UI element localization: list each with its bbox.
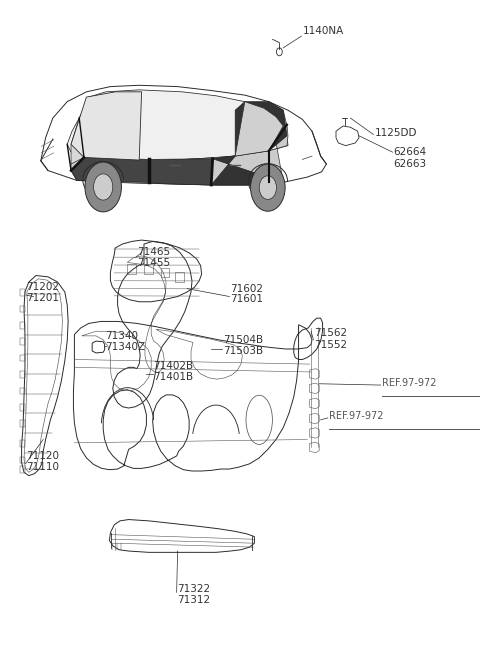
Bar bbox=[20, 466, 25, 473]
Text: 71312: 71312 bbox=[178, 595, 211, 605]
Text: 71322: 71322 bbox=[178, 584, 211, 594]
Text: 71465: 71465 bbox=[137, 247, 170, 257]
Text: REF.97-972: REF.97-972 bbox=[382, 379, 436, 388]
Polygon shape bbox=[235, 102, 283, 156]
Bar bbox=[161, 268, 169, 277]
Text: 71503B: 71503B bbox=[223, 346, 264, 356]
Bar bbox=[175, 272, 184, 282]
Circle shape bbox=[259, 176, 276, 199]
Polygon shape bbox=[71, 157, 149, 182]
Text: 71455: 71455 bbox=[137, 258, 170, 268]
Text: 62663: 62663 bbox=[394, 159, 427, 169]
Bar bbox=[20, 306, 25, 312]
Text: 71562: 71562 bbox=[314, 329, 348, 338]
Polygon shape bbox=[211, 102, 287, 185]
Text: 71120: 71120 bbox=[26, 451, 60, 461]
Text: 71504B: 71504B bbox=[223, 335, 264, 345]
Text: 62664: 62664 bbox=[394, 148, 427, 157]
Bar bbox=[20, 371, 25, 378]
Bar bbox=[127, 264, 136, 274]
Circle shape bbox=[251, 164, 285, 211]
Text: 71201: 71201 bbox=[26, 293, 60, 303]
Text: 71202: 71202 bbox=[26, 282, 60, 292]
Text: 71602: 71602 bbox=[230, 284, 264, 294]
Text: 71340Z: 71340Z bbox=[106, 342, 146, 352]
Text: 71110: 71110 bbox=[26, 462, 60, 472]
Bar bbox=[20, 289, 25, 296]
Bar bbox=[20, 404, 25, 411]
Circle shape bbox=[94, 174, 113, 200]
Text: 1140NA: 1140NA bbox=[302, 26, 344, 36]
Text: 71340: 71340 bbox=[106, 331, 139, 341]
Text: 71601: 71601 bbox=[230, 295, 264, 304]
Text: REF.97-972: REF.97-972 bbox=[329, 411, 384, 421]
Polygon shape bbox=[71, 102, 288, 185]
Polygon shape bbox=[149, 159, 213, 185]
Text: 71401B: 71401B bbox=[154, 372, 194, 382]
Circle shape bbox=[85, 162, 121, 212]
Bar bbox=[20, 440, 25, 447]
Bar bbox=[20, 420, 25, 427]
Polygon shape bbox=[67, 90, 288, 161]
Polygon shape bbox=[71, 97, 96, 164]
Bar bbox=[144, 264, 153, 274]
Bar bbox=[20, 388, 25, 394]
Polygon shape bbox=[71, 92, 142, 160]
Bar bbox=[20, 338, 25, 345]
Text: 71402B: 71402B bbox=[154, 361, 194, 371]
Text: 71552: 71552 bbox=[314, 340, 348, 350]
Text: 1125DD: 1125DD bbox=[374, 128, 417, 138]
Bar bbox=[20, 355, 25, 361]
Bar bbox=[20, 457, 25, 463]
Bar bbox=[20, 322, 25, 329]
